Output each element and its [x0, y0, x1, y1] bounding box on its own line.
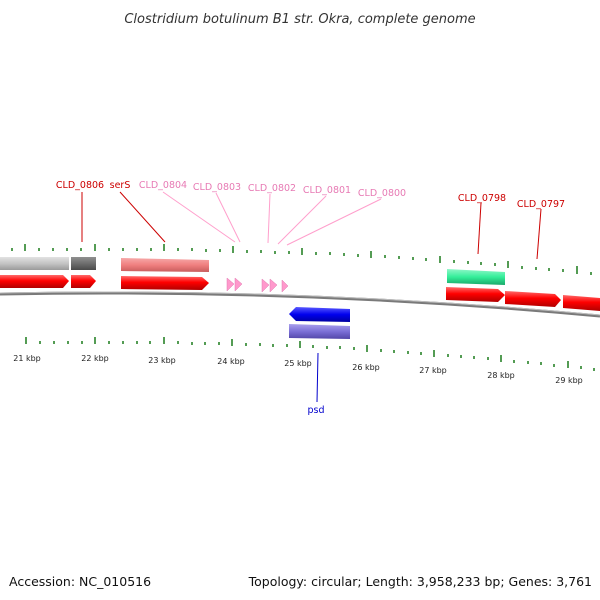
scale-label: 22 kbp — [81, 354, 109, 363]
gene-label-CLD_0800: CLD_0800 — [358, 188, 406, 199]
lower-tick-row — [25, 337, 595, 371]
gene-feature-psd-cds — [289, 307, 350, 322]
scale-label: 25 kbp — [284, 359, 312, 368]
genome-backbone-highlight — [0, 291, 600, 316]
cds-arrow — [0, 275, 69, 288]
cds-arrow — [121, 276, 209, 290]
gene-feature-darkgray — [71, 257, 96, 270]
gene-label-CLD_0802: CLD_0802 — [248, 183, 296, 194]
genome-backbone — [0, 291, 600, 318]
gene-label-CLD_0801: CLD_0801 — [303, 185, 351, 196]
cds-arrow — [446, 287, 505, 302]
scale-label: 24 kbp — [217, 357, 245, 366]
cds-arrow — [563, 295, 600, 311]
scale-label: 27 kbp — [419, 366, 447, 375]
gene-label-psd: psd — [307, 405, 324, 416]
genome-summary: Topology: circular; Length: 3,958,233 bp… — [248, 574, 592, 589]
cds-arrow — [505, 291, 561, 307]
gene-feature-serS — [121, 258, 209, 272]
scale-label: 26 kbp — [352, 363, 380, 372]
genome-title: Clostridium botulinum B1 str. Okra, comp… — [124, 12, 475, 27]
gene-label-CLD_0797: CLD_0797 — [517, 199, 565, 210]
gene-feature-psd — [289, 324, 350, 339]
gene-feature-CLD_0798 — [447, 269, 505, 285]
leader-lines — [81, 191, 542, 403]
scale-label: 23 kbp — [148, 356, 176, 365]
scale-label: 21 kbp — [13, 354, 41, 363]
scale-label: 28 kbp — [487, 371, 515, 380]
gene-label-CLD_0803: CLD_0803 — [193, 182, 241, 193]
scale-label: 29 kbp — [555, 376, 583, 385]
gene-label-CLD_0804: CLD_0804 — [139, 180, 187, 191]
rna-features — [226, 277, 289, 293]
gene-label-CLD_0806: CLD_0806 — [56, 180, 104, 191]
gene-label-CLD_0798: CLD_0798 — [458, 193, 506, 204]
accession-text: Accession: NC_010516 — [9, 574, 151, 589]
cds-arrow — [71, 275, 96, 288]
gene-label-serS: serS — [110, 180, 131, 191]
upper-tick-row — [11, 244, 592, 275]
gene-feature-gray — [0, 257, 69, 270]
